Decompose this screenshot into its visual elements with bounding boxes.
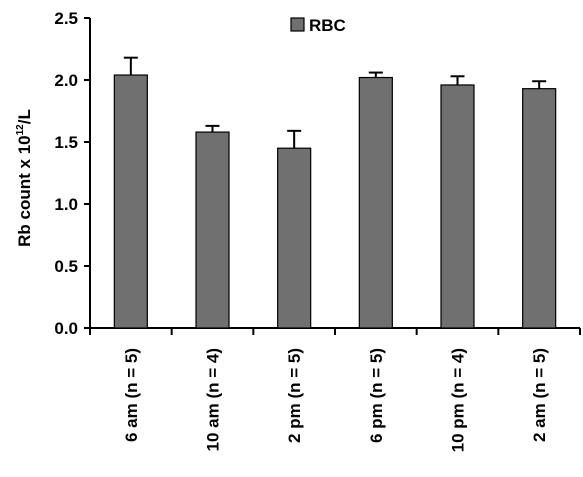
x-category-label: 6 pm (n = 5) (367, 348, 386, 443)
y-tick-label: 1.0 (54, 195, 78, 214)
y-tick-label: 0.0 (54, 319, 78, 338)
x-category-label: 2 pm (n = 5) (285, 348, 304, 443)
legend-label: RBC (309, 16, 346, 35)
bar (277, 147, 312, 329)
y-axis-label-exponent: 12 (15, 124, 26, 136)
bar (195, 131, 230, 329)
bar (440, 84, 475, 329)
y-tick-label: 2.0 (54, 71, 78, 90)
x-category-label: 6 am (n = 5) (122, 348, 141, 442)
plot-area: 0.0 0.5 1.0 1.5 2.0 2.5 6 am (n = 5) 10 am (n =… (54, 9, 581, 452)
y-axis-label: Rb count x 1012/L (15, 109, 34, 247)
x-category-label: 10 pm (n = 4) (449, 348, 468, 452)
y-axis-label-main: Rb count x 10 (15, 135, 34, 246)
x-category-label: 10 am (n = 4) (204, 348, 223, 451)
y-tick-label: 1.5 (54, 133, 78, 152)
bar (113, 74, 148, 329)
y-tick-label: 0.5 (54, 257, 78, 276)
bar (522, 88, 557, 329)
y-tick-label: 2.5 (54, 9, 78, 28)
y-axis-label-unit: /L (15, 109, 34, 124)
legend: RBC (290, 16, 346, 35)
legend-swatch (290, 17, 305, 32)
bar (358, 76, 393, 329)
x-category-label: 2 am (n = 5) (530, 348, 549, 442)
